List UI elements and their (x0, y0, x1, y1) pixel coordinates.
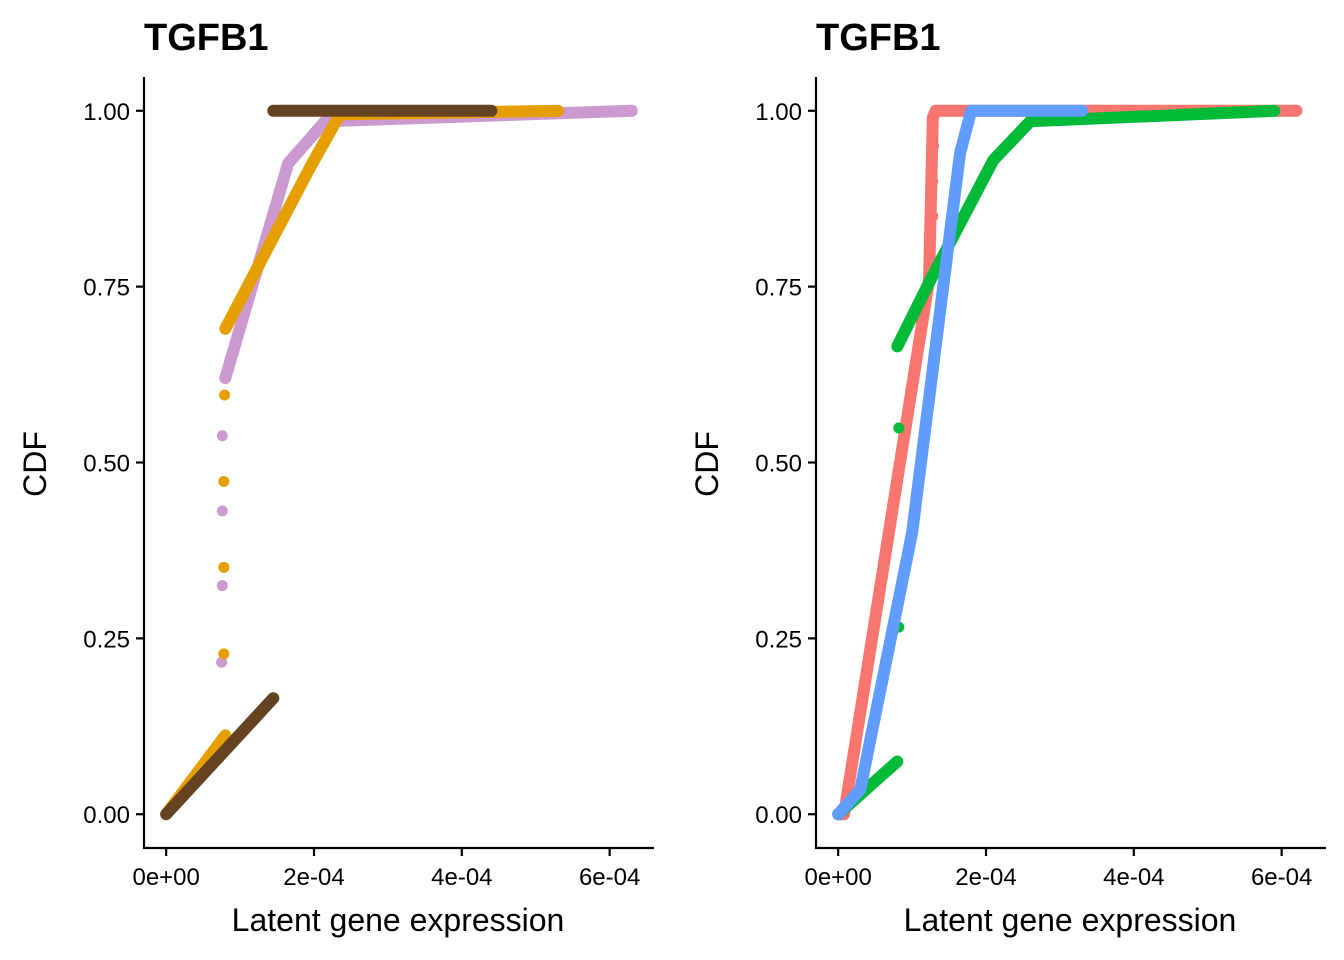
x-tick-label: 6e-04 (1251, 864, 1312, 891)
cdf-data-point (216, 505, 228, 517)
x-tick-label: 2e-04 (955, 864, 1016, 891)
cdf-data-point (216, 656, 228, 668)
y-tick-label: 0.50 (83, 451, 130, 478)
x-tick-label: 2e-04 (283, 864, 344, 891)
cdf-series-line (160, 692, 280, 821)
cdf-data-point (216, 430, 228, 442)
cdf-data-point (927, 175, 939, 187)
cdf-data-point (219, 389, 231, 401)
cdf-data-point (218, 561, 230, 573)
cdf-series-line (832, 104, 1089, 821)
y-axis-label: CDF (689, 431, 725, 497)
y-axis-label: CDF (17, 431, 53, 497)
cdf-panel-right: TGFB1 CDF Latent gene expression 0.00 0.2… (689, 17, 1326, 938)
x-tick-label: 4e-04 (1103, 864, 1164, 891)
cdf-data-point (927, 210, 939, 222)
y-tick-label: 0.50 (755, 451, 802, 478)
axis-ticks: 0.00 0.25 0.50 0.75 1.00 0e+00 2e-04 4e-04 6e-04 (755, 99, 1312, 891)
cdf-data-point (218, 475, 230, 487)
cdf-data-point (218, 648, 230, 660)
data-marks (832, 104, 1303, 821)
y-tick-label: 1.00 (755, 99, 802, 126)
y-tick-label: 0.00 (83, 802, 130, 829)
y-tick-label: 0.25 (755, 626, 802, 653)
x-tick-label: 6e-04 (579, 864, 640, 891)
cdf-data-point (893, 422, 905, 434)
y-tick-label: 0.75 (83, 275, 130, 302)
cdf-series-line (891, 104, 1281, 353)
panel-title: TGFB1 (816, 17, 941, 59)
cdf-panel-left: TGFB1 CDF Latent gene expression 0.00 0.2… (17, 17, 654, 938)
panel-title: TGFB1 (144, 17, 269, 59)
y-tick-label: 0.00 (755, 802, 802, 829)
y-tick-label: 0.75 (755, 275, 802, 302)
cdf-data-point (928, 140, 940, 152)
cdf-series-line (832, 104, 1303, 821)
x-tick-label: 0e+00 (804, 864, 871, 891)
cdf-series-line (219, 104, 638, 385)
x-axis-label: Latent gene expression (904, 902, 1237, 938)
x-axis-label: Latent gene expression (232, 902, 565, 938)
y-tick-label: 0.25 (83, 626, 130, 653)
y-tick-label: 1.00 (83, 99, 130, 126)
cdf-data-point (216, 580, 228, 592)
data-marks (160, 104, 638, 821)
x-tick-label: 4e-04 (431, 864, 492, 891)
axis-ticks: 0.00 0.25 0.50 0.75 1.00 0e+00 2e-04 4e-04 6e-04 (83, 99, 640, 891)
x-tick-label: 0e+00 (132, 864, 199, 891)
